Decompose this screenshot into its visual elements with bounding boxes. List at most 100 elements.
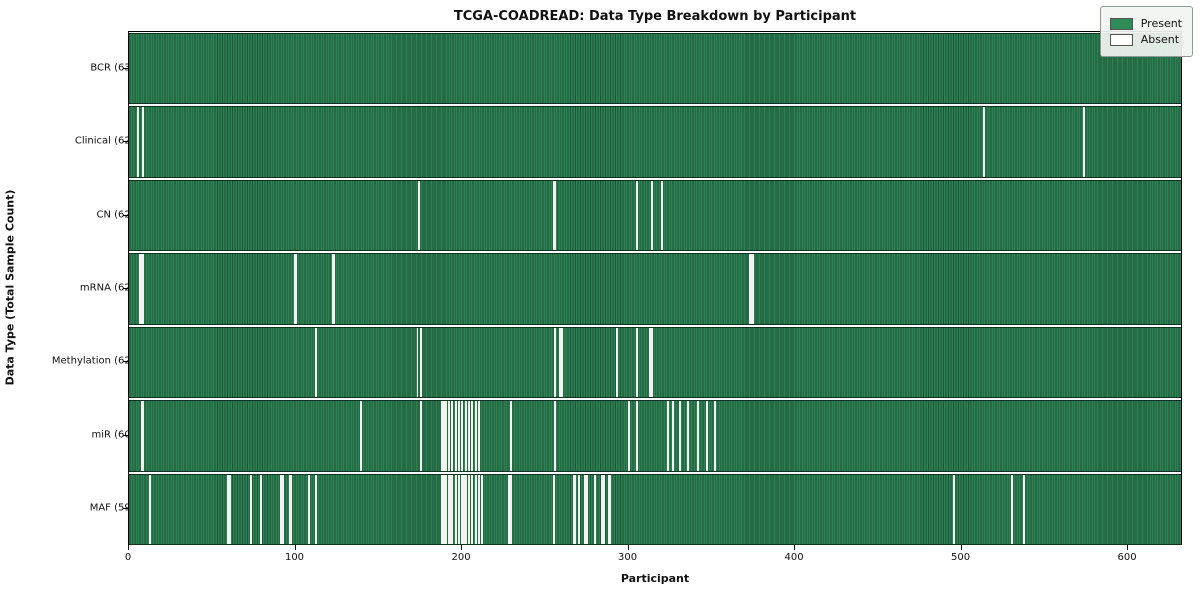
absent-line	[577, 474, 580, 544]
absent-line	[554, 401, 557, 471]
absent-line	[1011, 474, 1014, 544]
y-tick-label-MAF: MAF (590)	[89, 502, 141, 514]
absent-line	[315, 474, 318, 544]
y-tick-label-Clinical: Clinical (629)	[74, 135, 141, 147]
x-tick-label-0: 0	[124, 552, 132, 563]
present-swatch-icon	[1109, 17, 1133, 30]
absent-line	[748, 254, 751, 324]
absent-line	[148, 474, 151, 544]
legend-entry-absent: Absent	[1109, 33, 1182, 46]
absent-line	[552, 474, 555, 544]
absent-line	[554, 327, 557, 398]
absent-line	[600, 474, 603, 544]
x-tick-mark	[960, 545, 962, 550]
y-tick-mark	[123, 141, 128, 143]
absent-line	[419, 327, 422, 398]
absent-line	[315, 327, 318, 398]
x-tick-label-300: 300	[617, 552, 638, 563]
absent-line	[227, 474, 229, 544]
absent-line	[627, 401, 630, 471]
absent-swatch-icon	[1109, 33, 1133, 46]
absent-line	[635, 327, 638, 398]
absent-line	[609, 474, 612, 544]
absent-line	[449, 474, 452, 544]
absent-line	[461, 474, 464, 544]
absent-line	[260, 474, 263, 544]
absent-line	[142, 254, 145, 324]
absent-line	[679, 401, 682, 471]
absent-line	[444, 401, 447, 471]
absent-line	[471, 401, 474, 471]
row-band-CN	[129, 179, 1181, 252]
y-axis-label: Data Type (Total Sample Count)	[3, 189, 17, 386]
legend-label-present: Present	[1140, 17, 1182, 30]
absent-line	[458, 474, 460, 544]
x-tick-label-200: 200	[451, 552, 471, 563]
y-tick-mark	[123, 214, 128, 216]
legend-entry-present: Present	[1109, 17, 1182, 30]
absent-line	[584, 474, 587, 544]
absent-line	[333, 254, 336, 324]
absent-line	[667, 401, 670, 471]
x-tick-mark	[794, 545, 796, 550]
absent-line	[687, 401, 690, 471]
x-tick-mark	[461, 545, 463, 550]
absent-line	[418, 180, 421, 251]
absent-line	[478, 401, 480, 471]
row-band-MAF	[129, 473, 1181, 545]
absent-line	[561, 327, 564, 398]
y-tick-label-CN: CN (627)	[96, 209, 141, 221]
absent-line	[713, 401, 716, 471]
y-tick-label-miR: miR (605)	[91, 429, 141, 441]
x-tick-mark	[1127, 545, 1129, 550]
absent-line	[142, 107, 145, 177]
absent-line	[331, 254, 334, 324]
absent-line	[416, 327, 419, 398]
x-axis-label: Participant	[620, 572, 690, 585]
absent-line	[672, 401, 675, 471]
absent-line	[293, 254, 296, 324]
y-tick-mark	[123, 288, 128, 289]
chart-title: TCGA-COADREAD: Data Type Breakdown by Pa…	[453, 9, 857, 24]
absent-line	[586, 474, 588, 544]
absent-line	[983, 107, 986, 177]
absent-line	[635, 401, 638, 471]
absent-line	[572, 474, 575, 544]
y-tick-label-BCR: BCR (633)	[90, 62, 141, 74]
absent-line	[650, 327, 653, 398]
absent-line	[451, 474, 454, 544]
absent-line	[448, 401, 451, 471]
absent-line	[554, 180, 557, 251]
absent-line	[140, 401, 143, 471]
y-tick-mark	[123, 67, 128, 69]
row-band-miR	[129, 400, 1181, 472]
absent-line	[463, 474, 465, 544]
absent-line	[660, 180, 663, 251]
absent-line	[142, 401, 145, 471]
absent-line	[481, 474, 484, 544]
absent-line	[295, 254, 298, 324]
absent-line	[308, 474, 311, 544]
absent-line	[478, 474, 480, 544]
absent-line	[607, 474, 610, 544]
absent-line	[474, 474, 477, 544]
absent-line	[471, 474, 474, 544]
absent-line	[140, 254, 143, 324]
absent-line	[454, 401, 457, 471]
x-tick-label-100: 100	[284, 552, 305, 563]
absent-line	[752, 254, 755, 324]
y-tick-label-Methylation: Methylation (623)	[51, 355, 141, 367]
row-band-mRNA	[129, 253, 1181, 325]
absent-line	[468, 474, 470, 544]
absent-line	[559, 327, 562, 398]
absent-line	[509, 401, 512, 471]
absent-line	[705, 401, 708, 471]
absent-line	[464, 474, 467, 544]
x-tick-mark	[627, 545, 629, 550]
absent-line	[448, 474, 451, 544]
absent-line	[454, 474, 457, 544]
row-band-Methylation	[129, 326, 1181, 399]
x-tick-label-500: 500	[950, 552, 971, 563]
absent-line	[250, 474, 253, 544]
